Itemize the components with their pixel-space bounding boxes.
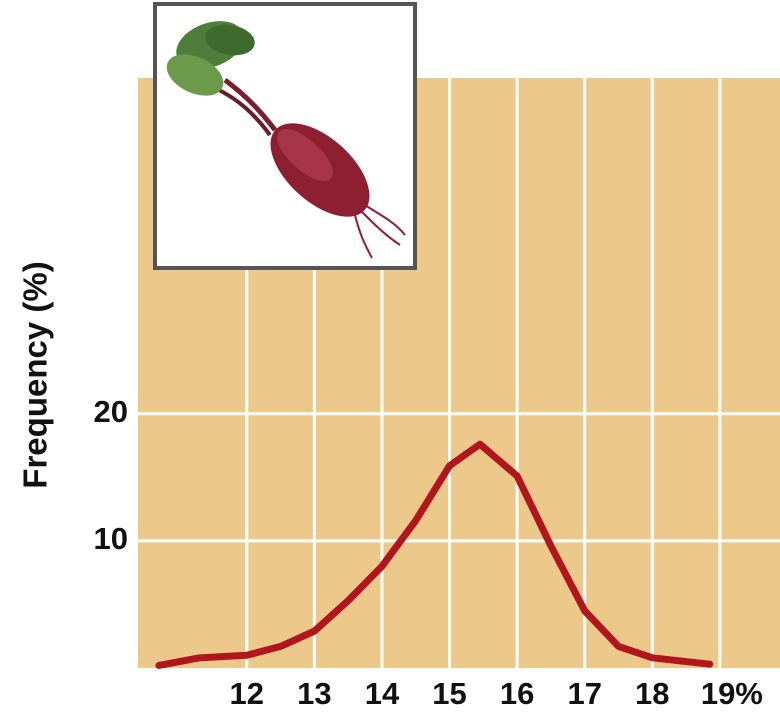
x-tick-label: 16 (500, 676, 534, 711)
y-tick-label: 10 (94, 521, 128, 556)
x-tick-label: 15 (432, 676, 466, 711)
x-tick-label: 19% (701, 676, 763, 711)
y-tick-label: 20 (94, 394, 128, 429)
x-tick-label: 14 (365, 676, 400, 711)
chart: Frequency (%) 10 20 12 13 14 15 16 17 18 19% (0, 0, 780, 719)
y-axis-label: Frequency (%) (17, 261, 54, 488)
beet-illustration (155, 4, 415, 268)
page: {"chart_data": {"type": "line", "y_label… (0, 0, 780, 724)
x-tick-label: 18 (635, 676, 669, 711)
x-tick-label: 17 (567, 676, 601, 711)
x-tick-label: 13 (297, 676, 331, 711)
x-tick-label: 12 (230, 676, 264, 711)
